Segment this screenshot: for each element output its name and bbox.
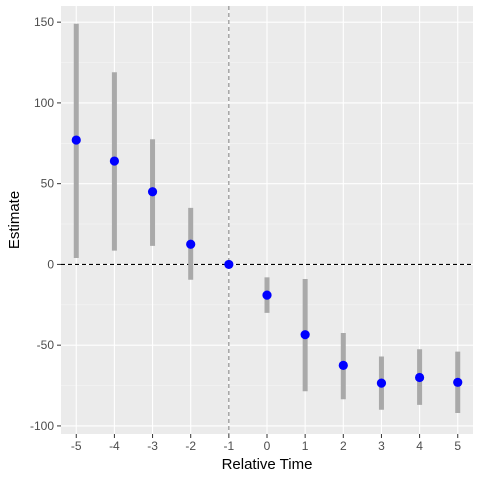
reference-lines (61, 6, 473, 434)
y-tick-label: 100 (34, 96, 54, 110)
x-tick-label: 0 (264, 439, 271, 453)
y-axis: -100 -50 0 50 100 150 (30, 15, 61, 433)
estimate-point (453, 377, 463, 387)
y-axis-title: Estimate (6, 191, 23, 249)
x-tick-label: -5 (71, 439, 82, 453)
y-tick-label: -100 (30, 419, 54, 433)
x-tick-label: 5 (454, 439, 461, 453)
x-tick-label: 2 (340, 439, 347, 453)
estimate-point (262, 290, 272, 300)
x-tick-label: -4 (109, 439, 120, 453)
estimate-point (186, 239, 196, 249)
x-tick-label: 4 (416, 439, 423, 453)
x-tick-label: 3 (378, 439, 385, 453)
estimate-point (300, 330, 310, 340)
estimate-point (147, 187, 158, 197)
x-tick-label: -1 (224, 439, 235, 453)
estimate-point (71, 135, 81, 145)
estimate-point (376, 378, 387, 388)
estimate-point (414, 372, 425, 383)
y-tick-label: 0 (47, 257, 54, 271)
estimate-point (224, 259, 234, 270)
x-axis-title: Relative Time (222, 456, 313, 473)
estimate-points (71, 135, 463, 388)
x-axis: -5 -4 -3 -2 -1 0 1 2 3 4 5 (71, 434, 461, 453)
estimate-point (338, 360, 348, 370)
estimate-point (109, 156, 120, 166)
y-tick-label: 50 (41, 177, 55, 191)
x-tick-label: -2 (185, 439, 196, 453)
x-tick-label: 1 (302, 439, 309, 453)
x-tick-label: -3 (147, 439, 158, 453)
y-tick-label: -50 (37, 338, 55, 352)
y-tick-label: 150 (34, 15, 54, 29)
